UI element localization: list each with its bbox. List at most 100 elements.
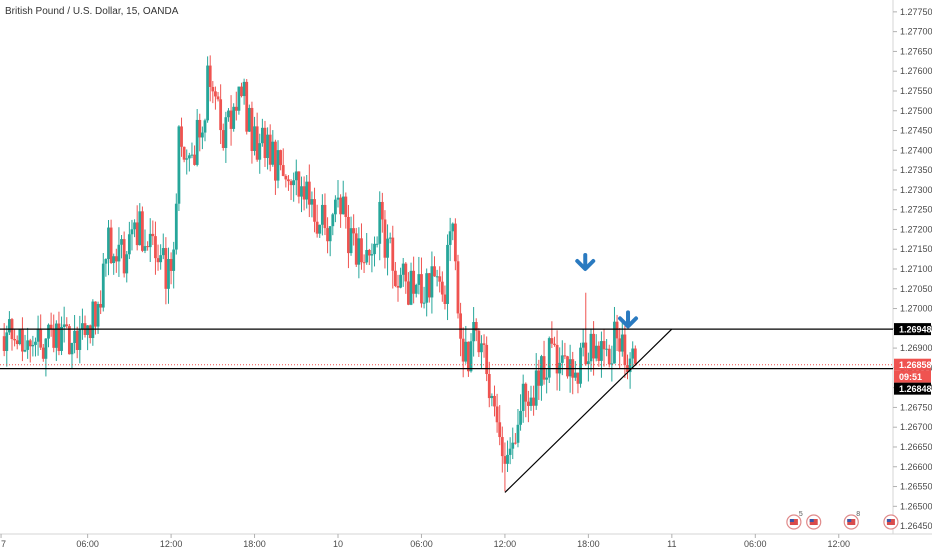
candle-body	[167, 258, 170, 289]
candle-body	[5, 332, 9, 351]
candle-body	[367, 249, 371, 256]
x-tick-label: 10	[333, 539, 343, 549]
candle-body	[297, 171, 301, 197]
candle-body	[21, 329, 24, 352]
candle-body	[586, 361, 590, 365]
candle-body	[433, 266, 436, 277]
candle-body	[151, 233, 155, 237]
candle-body	[146, 246, 150, 248]
candle-body	[154, 236, 157, 259]
candle-body	[568, 359, 572, 377]
candle-body	[2, 336, 6, 351]
candle-body	[232, 106, 236, 129]
candle-body	[404, 263, 408, 282]
candle-body	[250, 107, 254, 151]
candle-body	[313, 199, 316, 222]
candle-body	[54, 323, 58, 348]
candle-body	[260, 127, 264, 144]
candle-body	[336, 197, 340, 200]
candle-body	[401, 263, 405, 275]
candle-body	[36, 329, 40, 342]
candle-body	[133, 222, 136, 230]
candle-body	[354, 233, 358, 265]
candle-body	[352, 228, 356, 234]
level-badge-text: 1.26848	[899, 384, 932, 394]
candle-body	[23, 349, 27, 352]
candle-body	[393, 270, 397, 286]
candle-body	[219, 99, 223, 131]
flag-event-icon[interactable]	[806, 514, 822, 530]
candle-body	[388, 237, 392, 239]
candle-body	[490, 395, 494, 399]
candle-body	[573, 372, 577, 378]
candle-body	[107, 227, 110, 260]
candle-body	[127, 234, 131, 255]
candle-body	[360, 238, 363, 263]
candle-body	[464, 341, 468, 362]
candle-body	[357, 238, 361, 265]
candle-body	[430, 266, 434, 298]
flag-event-icon[interactable]: 8	[843, 511, 860, 530]
candle-body	[362, 262, 366, 264]
candle-body	[109, 227, 113, 264]
candle-body	[589, 333, 593, 362]
price-badges: 1.26948 1.26858 09:51 1.26848	[894, 323, 932, 395]
candle-body	[141, 211, 144, 251]
candle-body	[615, 321, 619, 339]
candle-body	[566, 356, 569, 377]
candle-body	[182, 146, 186, 160]
y-tick-label: 1.27100	[900, 264, 932, 274]
candle-body	[331, 214, 335, 227]
candle-body	[81, 323, 84, 330]
candle-body	[245, 81, 249, 132]
candle-body	[550, 338, 554, 344]
candle-body	[13, 339, 17, 341]
candle-body	[172, 249, 176, 271]
x-tick-label: 06:00	[410, 539, 433, 549]
candle-body	[545, 377, 549, 380]
candle-body	[370, 254, 374, 256]
candle-body	[70, 343, 74, 355]
candle-body	[631, 348, 635, 359]
candle-body	[253, 126, 256, 151]
y-tick-label: 1.26700	[900, 422, 932, 432]
flag-event-icon[interactable]: 5	[786, 511, 803, 530]
x-tick-label: 12:00	[160, 539, 183, 549]
candle-body	[482, 343, 486, 345]
candle-body	[156, 258, 160, 263]
y-tick-label: 1.27700	[900, 27, 932, 37]
y-tick-label: 1.27650	[900, 46, 932, 56]
candle-body	[555, 344, 559, 374]
candle-body	[620, 334, 624, 352]
x-tick-label: 12:00	[827, 539, 850, 549]
candle-body	[174, 203, 178, 250]
candle-body	[456, 261, 460, 314]
candle-body	[318, 224, 322, 234]
candle-body	[120, 239, 123, 245]
candle-body	[101, 263, 105, 308]
candle-body	[41, 347, 45, 359]
candle-body	[326, 228, 329, 242]
candle-body	[271, 141, 275, 165]
candle-body	[99, 303, 103, 308]
flag-event-icon[interactable]	[883, 514, 899, 530]
y-tick-label: 1.27400	[900, 145, 932, 155]
candle-body	[276, 150, 280, 181]
candle-body	[333, 199, 337, 215]
candle-body	[294, 171, 298, 181]
candle-body	[114, 256, 118, 262]
candle-body	[91, 301, 95, 339]
candle-body	[461, 338, 465, 362]
candle-body	[613, 321, 616, 364]
candle-body	[420, 274, 423, 304]
candle-body	[34, 341, 37, 345]
trendline	[504, 328, 673, 493]
candle-body	[339, 197, 343, 215]
candle-body	[67, 326, 71, 355]
candle-body	[117, 244, 121, 262]
candle-body	[18, 329, 22, 345]
candle-body	[500, 437, 504, 457]
candle-body	[542, 356, 546, 380]
candle-body	[240, 86, 243, 97]
